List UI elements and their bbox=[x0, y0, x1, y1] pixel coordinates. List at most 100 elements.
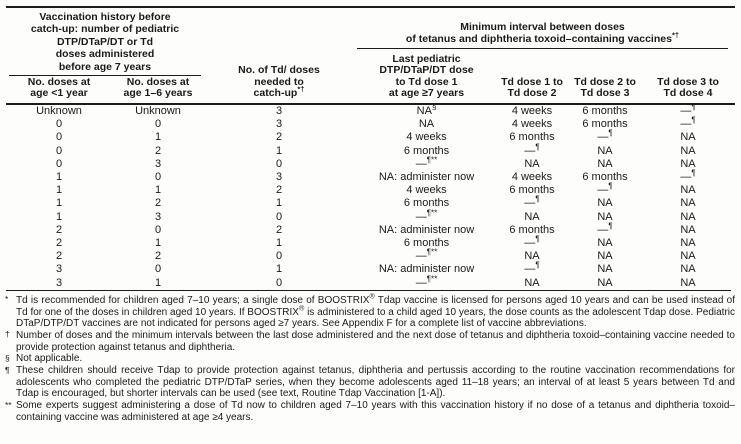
table-cell: 6 months bbox=[509, 184, 555, 197]
column-header-doses-under-1yr: No. doses at age <1 year bbox=[27, 75, 91, 100]
table-cell: NA bbox=[680, 157, 696, 170]
table-cell: NA bbox=[597, 237, 613, 250]
table-cell: 0 bbox=[55, 157, 63, 170]
table-cell: 6 months bbox=[403, 197, 450, 210]
table-row: 2 2 0 —¶** NA NA NA bbox=[6, 247, 731, 263]
table-cell: NA bbox=[680, 144, 696, 157]
table-cell: 4 weeks bbox=[406, 131, 447, 144]
table-cell: 0 bbox=[55, 131, 63, 144]
table-cell: 0 bbox=[154, 171, 162, 184]
table-cell: NA bbox=[597, 276, 613, 289]
table-cell: —¶ bbox=[680, 115, 696, 131]
table-cell: —¶ bbox=[597, 181, 613, 197]
table-cell: —¶ bbox=[597, 128, 613, 144]
table-cell: 2 bbox=[275, 184, 283, 197]
footnotes: * Td is recommended for children aged 7–1… bbox=[2, 292, 735, 424]
table-cell: NA: administer now bbox=[378, 223, 475, 236]
table-row: 3 0 1 NA: administer now —¶ NA NA bbox=[6, 261, 731, 276]
table-cell: 0 bbox=[275, 250, 283, 263]
footnote-marker: * bbox=[5, 294, 9, 305]
column-header-doses-1-6yr: No. doses at age 1–6 years bbox=[123, 75, 193, 100]
footnote-text: Number of doses and the minimum interval… bbox=[16, 329, 735, 353]
table-cell: NA bbox=[597, 250, 613, 263]
table-cell: 1 bbox=[154, 237, 162, 250]
table-cell: Unknown bbox=[135, 105, 181, 117]
table-cell: 1 bbox=[275, 197, 283, 210]
table-cell: NA bbox=[680, 250, 696, 263]
table-cell: 6 months bbox=[509, 131, 555, 144]
table-cell: —¶** bbox=[415, 155, 438, 170]
table-cell: 0 bbox=[275, 276, 283, 289]
footnote: * Td is recommended for children aged 7–1… bbox=[2, 292, 735, 330]
table-cell: 3 bbox=[275, 118, 283, 131]
footnote-marker: † bbox=[5, 329, 10, 340]
table-cell: 2 bbox=[55, 250, 63, 263]
table-row: 1 3 0 —¶** NA NA NA bbox=[6, 207, 731, 224]
table-cell: NA bbox=[597, 157, 613, 170]
table-cell: 2 bbox=[275, 131, 283, 144]
left-group-subheaders: No. doses at age <1 year No. doses at age … bbox=[6, 76, 204, 103]
left-column-group: Vaccination history before catch-up: numb… bbox=[6, 10, 204, 103]
table-cell: 2 bbox=[55, 223, 63, 236]
table-cell: —¶** bbox=[415, 273, 438, 289]
table-cell: NA bbox=[680, 184, 696, 197]
table-cell: NA bbox=[680, 223, 696, 236]
table-cell: 1 bbox=[275, 237, 283, 250]
table-cell: 0 bbox=[275, 210, 283, 223]
table-cell: 1 bbox=[55, 197, 63, 210]
right-group-title: Minimum interval between doses of tetanus… bbox=[357, 20, 728, 49]
table-cell: 1 bbox=[154, 184, 162, 197]
footnote: † Number of doses and the minimum interva… bbox=[2, 329, 735, 353]
table-cell: NA bbox=[597, 144, 613, 157]
column-header-last-dose-to-td1: Last pediatric DTP/DTaP/DT dose to Td dose… bbox=[379, 52, 474, 100]
table-cell: 2 bbox=[154, 250, 162, 263]
table-cell: —¶ bbox=[680, 102, 696, 117]
vaccination-schedule-table: Unknown Unknown 3 NA§ 4 weeks 6 months —¶ 0 0 3 NA… bbox=[6, 102, 731, 291]
table-cell: 3 bbox=[154, 157, 162, 170]
table-cell: —¶** bbox=[415, 207, 438, 223]
table-cell: —¶ bbox=[597, 221, 613, 236]
table-cell: 1 bbox=[154, 276, 162, 289]
table-row: 1 2 1 6 months —¶ NA NA bbox=[6, 195, 731, 210]
table-cell: 0 bbox=[275, 157, 283, 170]
table-cell: 1 bbox=[55, 210, 63, 223]
table-cell: —¶** bbox=[415, 247, 438, 263]
column-header-td2-td3: Td dose 2 to Td dose 3 bbox=[574, 75, 636, 100]
table-cell: NA bbox=[680, 197, 696, 210]
table-cell: NA bbox=[524, 276, 540, 289]
table-cell: 3 bbox=[275, 105, 283, 117]
column-header-td3-td4: Td dose 3 to Td dose 4 bbox=[657, 75, 719, 100]
table-row: 0 3 0 —¶** NA NA NA bbox=[6, 155, 731, 171]
table-cell: —¶ bbox=[680, 168, 696, 184]
table-cell: 1 bbox=[275, 144, 283, 157]
table-row: 2 1 1 6 months —¶ NA NA bbox=[6, 234, 731, 250]
footnote: § Not applicable. bbox=[2, 353, 735, 365]
table-header: Vaccination history before catch-up: numb… bbox=[6, 6, 735, 105]
table-cell: 1 bbox=[275, 263, 283, 276]
table-cell: NA bbox=[680, 131, 696, 144]
table-cell: —¶ bbox=[524, 141, 540, 157]
footnote: ¶ These children should receive Tdap to p… bbox=[2, 365, 735, 400]
table-cell: NA bbox=[680, 210, 696, 223]
table-cell: NA bbox=[597, 210, 613, 223]
table-cell: 6 months bbox=[582, 118, 628, 131]
table-row: 3 1 0 —¶** NA NA NA bbox=[6, 273, 731, 291]
table-cell: 4 weeks bbox=[511, 118, 553, 131]
table-cell: NA bbox=[524, 250, 540, 263]
table-cell: 6 months bbox=[582, 171, 628, 184]
right-group-subheaders: Last pediatric DTP/DTaP/DT dose to Td dose… bbox=[354, 49, 731, 103]
table-cell: 0 bbox=[154, 263, 162, 276]
table-row: 0 1 2 4 weeks 6 months —¶ NA bbox=[6, 128, 731, 144]
table-cell: 2 bbox=[154, 197, 162, 210]
table-row: 0 2 1 6 months —¶ NA NA bbox=[6, 141, 731, 158]
table-cell: 0 bbox=[55, 118, 63, 131]
table-cell: —¶ bbox=[524, 234, 540, 250]
table-cell: 2 bbox=[275, 223, 283, 236]
table-cell: 3 bbox=[275, 171, 283, 184]
table-row: 1 1 2 4 weeks 6 months —¶ NA bbox=[6, 181, 731, 197]
table-row: 2 0 2 NA: administer now 6 months —¶ NA bbox=[6, 221, 731, 237]
table-row: 1 0 3 NA: administer now 4 weeks 6 months —¶ bbox=[6, 168, 731, 184]
footnote-marker: ¶ bbox=[5, 364, 10, 375]
table-cell: 2 bbox=[154, 144, 162, 157]
